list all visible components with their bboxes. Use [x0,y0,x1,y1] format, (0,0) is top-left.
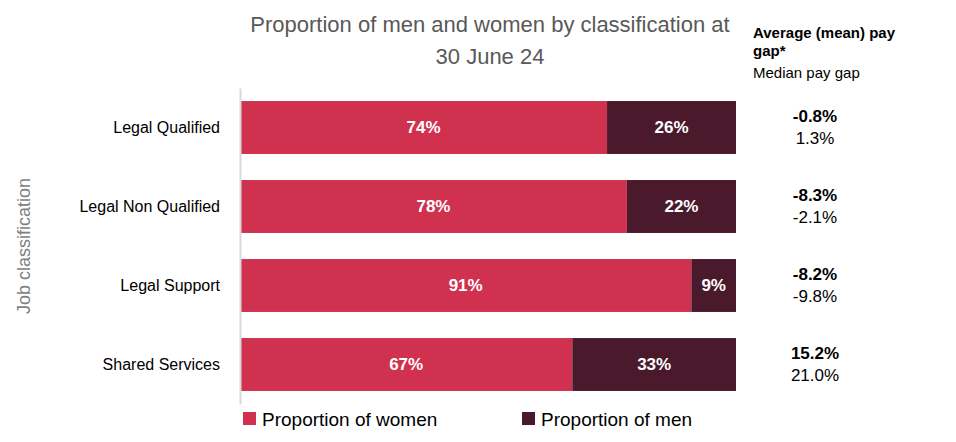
annotation-value: -9.8% [793,287,837,306]
text-line: gap* [753,42,786,59]
tick: Legal Qualified [113,119,240,136]
data-label: 22% [664,197,698,216]
bar [240,180,627,233]
text-line: Proportion of men and women by classific… [250,12,729,37]
data-label: 78% [416,197,450,216]
title: Proportion of men and women by classific… [250,12,729,69]
tick-label: Legal Qualified [113,119,220,136]
y-axis: Legal Qualified Legal Non Qualified Legal … [79,89,240,405]
bar [240,101,607,154]
bars [240,101,736,391]
pay-gap: Average (mean) paygap* Median pay gap -0.8… [753,24,896,385]
annotation-title: Average (mean) paygap* [753,24,896,59]
legend-item: Proportion of men [522,409,692,430]
legend: Proportion of women Proportion of men [243,409,692,430]
series [572,101,736,391]
tick: Legal Support [120,277,240,294]
legend-item: Proportion of women [243,409,437,430]
axis-title: Job classification [14,178,34,314]
legend-label: Proportion of men [541,409,692,430]
data-label: 67% [389,355,423,374]
bar [627,180,736,233]
annotation-value: 15.2% [791,344,839,363]
legend-swatch [522,412,535,425]
data-label: 9% [701,276,726,295]
annotation-value: -8.2% [793,265,837,284]
data-label: 91% [449,276,483,295]
data-labels: 74% 78% 91% 67% 26% 22% 9% 33% [389,118,726,374]
tick-label: Legal Non Qualified [79,198,220,215]
bar [240,259,691,312]
annotation-value: 21.0% [791,366,839,385]
legend-label: Proportion of women [262,409,437,430]
legend-swatch [243,412,256,425]
data-label: 26% [655,118,689,137]
chart: Proportion of men and women by classific… [0,0,956,442]
data-label: 74% [407,118,441,137]
annotation-subtitle: Median pay gap [753,64,860,81]
tick-label: Legal Support [120,277,220,294]
data-label: 33% [637,355,671,374]
bar [572,338,736,391]
annotation-value: -8.3% [793,186,837,205]
tick: Shared Services [103,356,240,373]
bar [240,338,572,391]
bar [607,101,736,154]
bar [691,259,736,312]
annotation-value: 1.3% [796,129,835,148]
tick-label: Shared Services [103,356,220,373]
annotation-value: -2.1% [793,208,837,227]
text-line: Average (mean) pay [753,24,896,41]
text-line: 30 June 24 [436,44,545,69]
axis-line [240,89,242,405]
tick: Legal Non Qualified [79,198,240,215]
annotation-value: -0.8% [793,107,837,126]
